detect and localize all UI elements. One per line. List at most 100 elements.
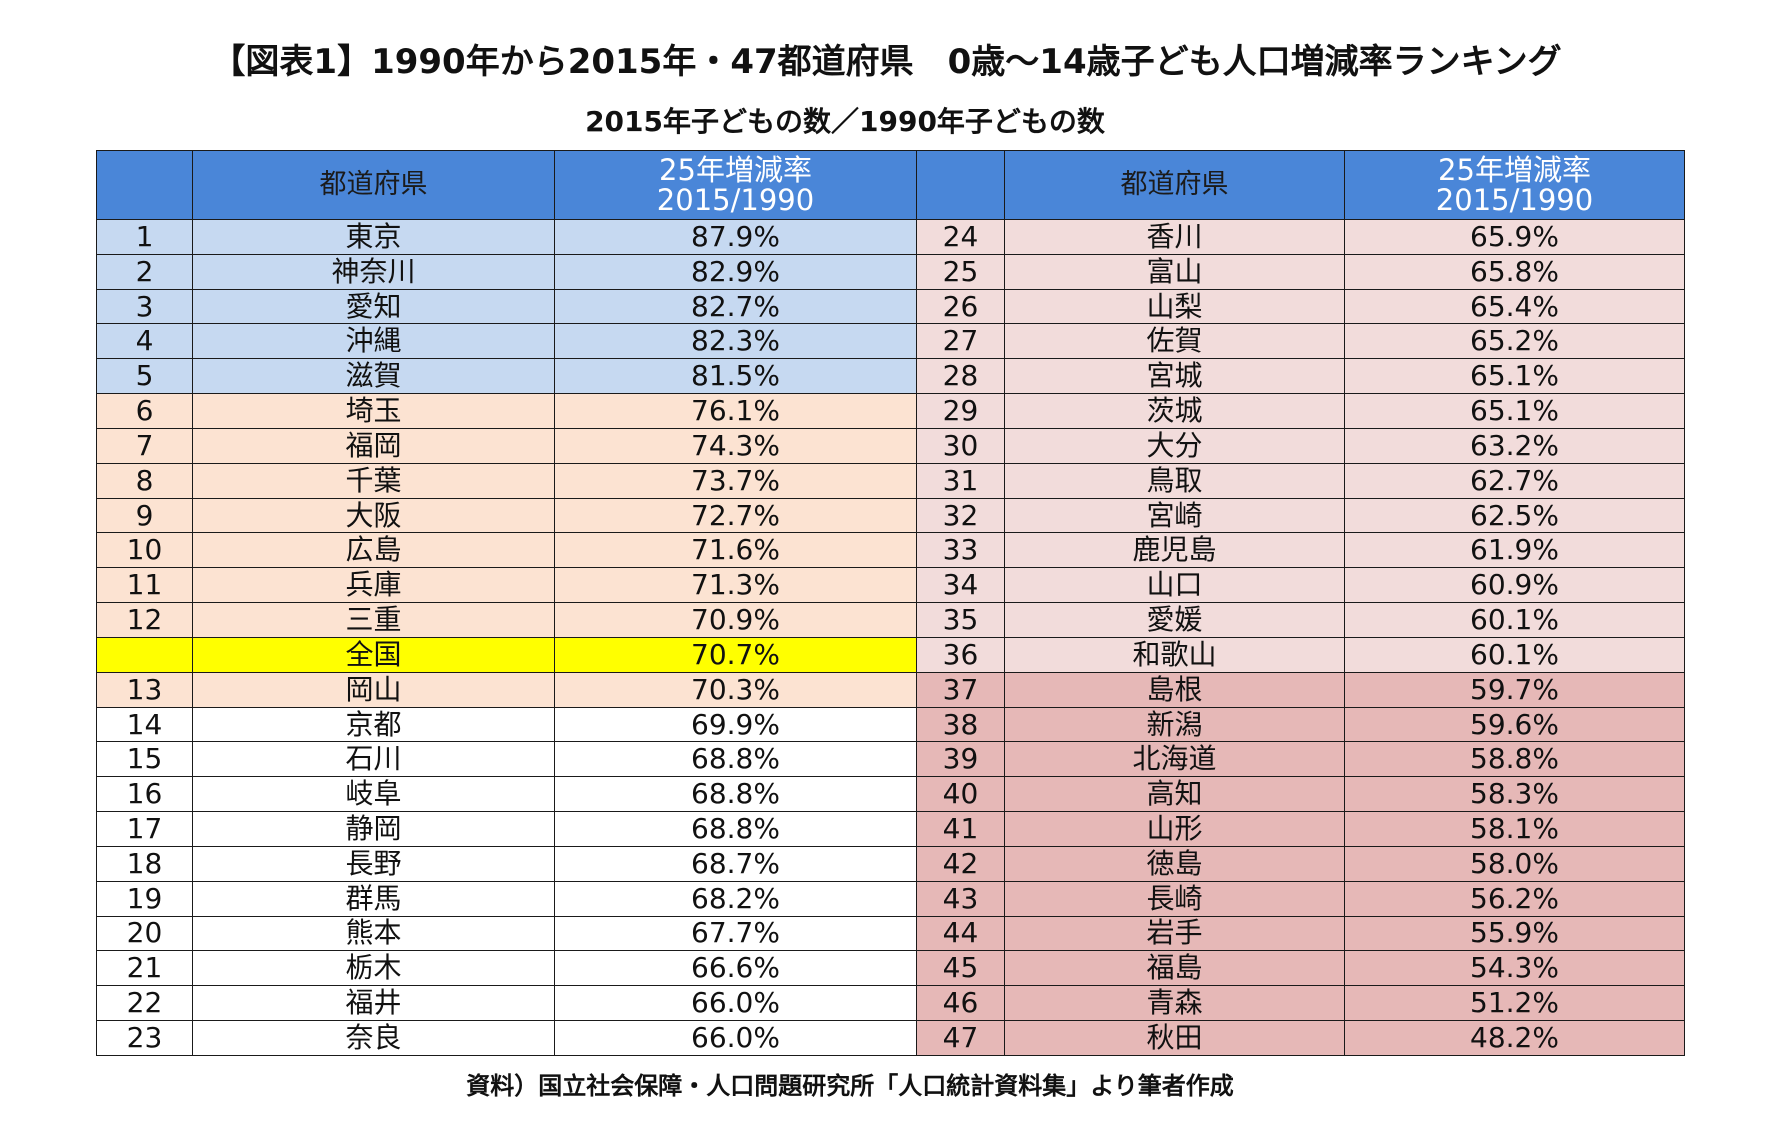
right-rate-cell: 60.1%	[1344, 636, 1685, 673]
right-rank-cell: 25	[916, 253, 1005, 290]
table-row: 3 愛知 82.7% 26 山梨 65.4%	[96, 288, 1685, 325]
right-prefecture-cell: 福島	[1004, 950, 1345, 987]
left-rank-cell: 17	[96, 811, 193, 847]
left-rate-cell: 70.3%	[554, 671, 917, 708]
right-rate-cell: 56.2%	[1344, 880, 1685, 917]
left-rate-cell: 81.5%	[554, 358, 917, 395]
right-rank-cell: 31	[916, 462, 1005, 499]
right-prefecture-cell: 徳島	[1004, 845, 1345, 882]
right-rate-cell: 63.2%	[1344, 427, 1685, 464]
table-row: 10 広島 71.6% 33 鹿児島 61.9%	[96, 532, 1685, 569]
left-rank-cell: 22	[96, 985, 193, 1022]
left-prefecture-cell: 福井	[192, 985, 555, 1022]
left-rate-cell: 66.6%	[554, 950, 917, 987]
left-rate-cell: 69.9%	[554, 706, 917, 743]
right-rate-cell: 65.1%	[1344, 393, 1685, 429]
right-rate-cell: 60.9%	[1344, 567, 1685, 604]
left-prefecture-cell: 岐阜	[192, 776, 555, 813]
left-rate-cell: 68.8%	[554, 741, 917, 778]
table-header-row: 都道府県 25年増減率 2015/1990 都道府県 25年増減率 2015/1…	[96, 150, 1685, 220]
left-rank-cell: 7	[96, 427, 193, 464]
right-prefecture-cell: 新潟	[1004, 706, 1345, 743]
table-row: 15 石川 68.8% 39 北海道 58.8%	[96, 741, 1685, 778]
prefecture-header-left: 都道府県	[192, 150, 555, 220]
left-rank-cell: 5	[96, 358, 193, 395]
left-rank-cell: 21	[96, 950, 193, 987]
table-row: 11 兵庫 71.3% 34 山口 60.9%	[96, 567, 1685, 604]
left-rank-cell: 8	[96, 462, 193, 499]
table-row: 22 福井 66.0% 46 青森 51.2%	[96, 985, 1685, 1022]
left-rate-cell: 67.7%	[554, 915, 917, 952]
left-prefecture-cell: 千葉	[192, 462, 555, 499]
right-rank-cell: 43	[916, 880, 1005, 917]
right-prefecture-cell: 和歌山	[1004, 636, 1345, 673]
left-rank-cell: 23	[96, 1020, 193, 1056]
left-rate-cell: 74.3%	[554, 427, 917, 464]
right-rank-cell: 40	[916, 776, 1005, 813]
left-rank-cell: 6	[96, 393, 193, 429]
right-prefecture-cell: 愛媛	[1004, 602, 1345, 638]
right-rate-cell: 65.2%	[1344, 323, 1685, 360]
left-rate-cell: 71.6%	[554, 532, 917, 569]
right-rank-cell: 46	[916, 985, 1005, 1022]
right-rate-cell: 65.8%	[1344, 253, 1685, 290]
right-rank-cell: 33	[916, 532, 1005, 569]
left-rate-cell: 71.3%	[554, 567, 917, 604]
left-rate-cell: 82.3%	[554, 323, 917, 360]
left-rate-cell: 68.8%	[554, 811, 917, 847]
right-prefecture-cell: 山口	[1004, 567, 1345, 604]
left-prefecture-cell: 愛知	[192, 288, 555, 325]
right-rate-cell: 59.7%	[1344, 671, 1685, 708]
left-prefecture-cell: 兵庫	[192, 567, 555, 604]
table-row: 8 千葉 73.7% 31 鳥取 62.7%	[96, 462, 1685, 499]
table-row: 5 滋賀 81.5% 28 宮城 65.1%	[96, 358, 1685, 395]
right-prefecture-cell: 秋田	[1004, 1020, 1345, 1056]
table-row: 全国 70.7% 36 和歌山 60.1%	[96, 636, 1685, 673]
table-row: 9 大阪 72.7% 32 宮崎 62.5%	[96, 497, 1685, 534]
table-row: 2 神奈川 82.9% 25 富山 65.8%	[96, 253, 1685, 290]
right-rate-cell: 54.3%	[1344, 950, 1685, 987]
left-prefecture-cell: 長野	[192, 845, 555, 882]
left-prefecture-cell: 広島	[192, 532, 555, 569]
right-rank-cell: 26	[916, 288, 1005, 325]
right-rank-cell: 24	[916, 219, 1005, 255]
right-rank-cell: 37	[916, 671, 1005, 708]
left-rate-cell: 68.7%	[554, 845, 917, 882]
table-row: 14 京都 69.9% 38 新潟 59.6%	[96, 706, 1685, 743]
right-rank-cell: 41	[916, 811, 1005, 847]
left-prefecture-cell: 京都	[192, 706, 555, 743]
right-rate-cell: 61.9%	[1344, 532, 1685, 569]
rate-header-line2: 2015/1990	[1435, 183, 1594, 217]
left-rank-cell: 19	[96, 880, 193, 917]
right-prefecture-cell: 宮城	[1004, 358, 1345, 395]
left-prefecture-cell: 石川	[192, 741, 555, 778]
right-prefecture-cell: 茨城	[1004, 393, 1345, 429]
left-prefecture-cell: 栃木	[192, 950, 555, 987]
left-rank-cell: 3	[96, 288, 193, 325]
left-rate-cell: 82.9%	[554, 253, 917, 290]
left-rank-cell: 12	[96, 602, 193, 638]
right-prefecture-cell: 佐賀	[1004, 323, 1345, 360]
rate-header-left: 25年増減率 2015/1990	[554, 150, 917, 220]
left-rank-cell: 18	[96, 845, 193, 882]
right-prefecture-cell: 山形	[1004, 811, 1345, 847]
table-row: 16 岐阜 68.8% 40 高知 58.3%	[96, 776, 1685, 813]
left-prefecture-cell: 全国	[192, 636, 555, 673]
right-prefecture-cell: 鳥取	[1004, 462, 1345, 499]
right-rank-cell: 30	[916, 427, 1005, 464]
left-rank-cell: 20	[96, 915, 193, 952]
left-prefecture-cell: 神奈川	[192, 253, 555, 290]
left-rate-cell: 70.9%	[554, 602, 917, 638]
table-row: 20 熊本 67.7% 44 岩手 55.9%	[96, 915, 1685, 952]
right-rank-cell: 28	[916, 358, 1005, 395]
left-prefecture-cell: 奈良	[192, 1020, 555, 1056]
table-row: 7 福岡 74.3% 30 大分 63.2%	[96, 427, 1685, 464]
right-rank-cell: 47	[916, 1020, 1005, 1056]
right-rank-cell: 39	[916, 741, 1005, 778]
left-rate-cell: 70.7%	[554, 636, 917, 673]
left-rate-cell: 68.2%	[554, 880, 917, 917]
right-prefecture-cell: 鹿児島	[1004, 532, 1345, 569]
right-rate-cell: 65.4%	[1344, 288, 1685, 325]
right-rate-cell: 58.1%	[1344, 811, 1685, 847]
table-row: 17 静岡 68.8% 41 山形 58.1%	[96, 811, 1685, 847]
